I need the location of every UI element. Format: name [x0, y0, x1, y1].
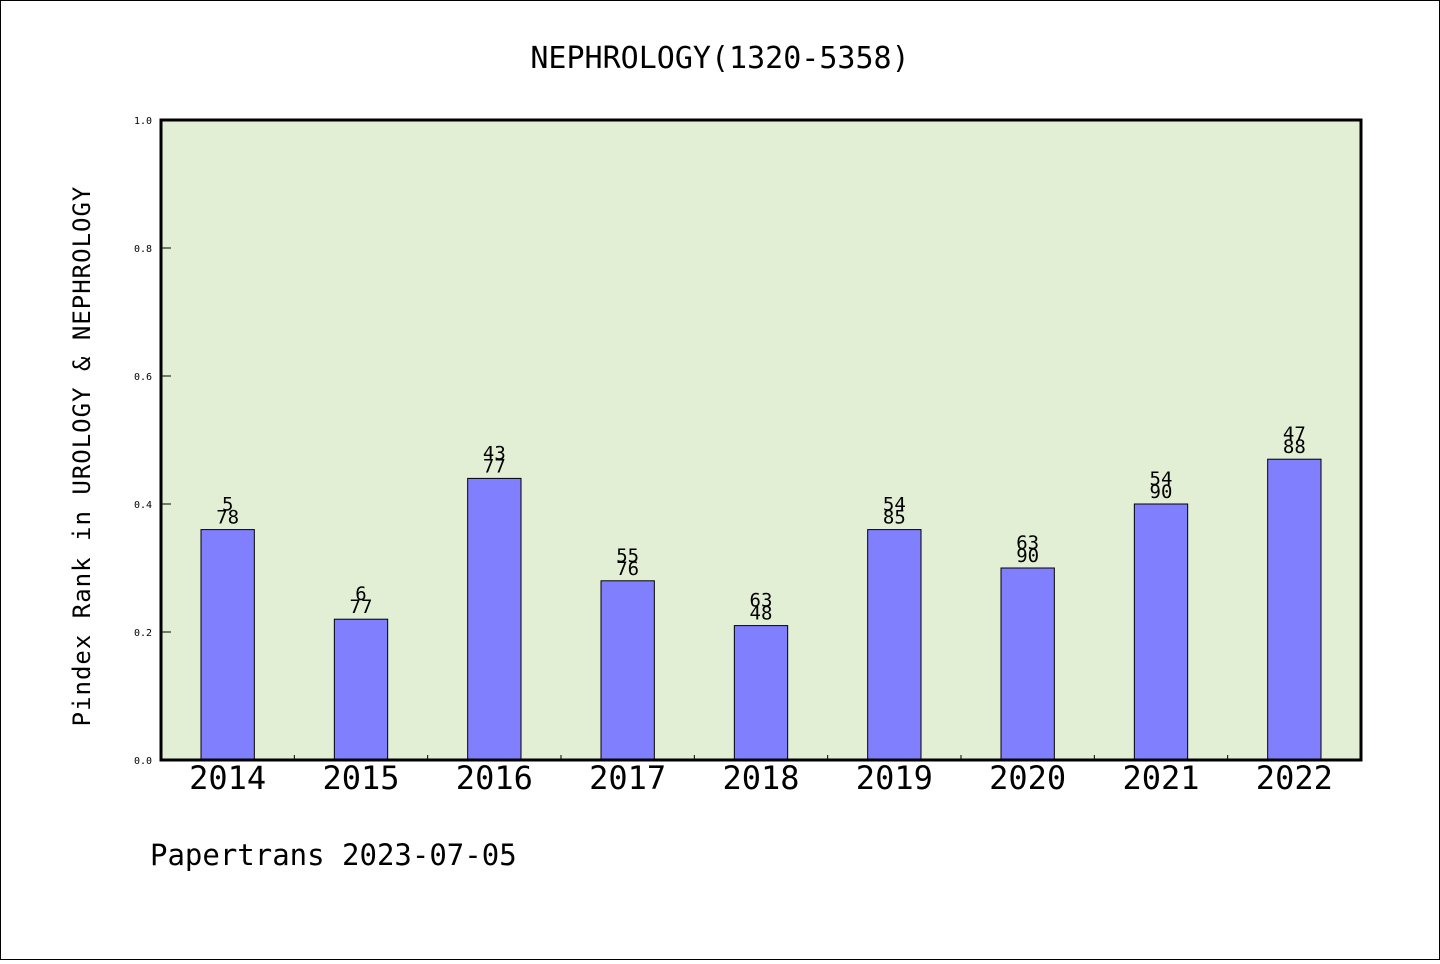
data-label-top: 43 [483, 442, 506, 464]
x-tick-label: 2017 [589, 759, 666, 797]
data-label-top: 5 [222, 494, 233, 516]
bar-2016 [467, 477, 522, 761]
y-tick-label: 0.2 [134, 628, 152, 639]
ticks-layer: 0.0 0.2 0.4 0.6 0.8 1.0 [134, 116, 1229, 767]
bars-layer [200, 458, 1322, 761]
data-label-bottom: 76 [616, 558, 639, 580]
data-label-top: 6 [355, 583, 366, 605]
x-tick-label: 2021 [1122, 759, 1199, 797]
bar-2019 [867, 529, 922, 761]
bar-2015 [333, 618, 389, 761]
data-label-top: 63 [1016, 532, 1039, 554]
footer-note: Papertrans 2023-07-05 [150, 838, 517, 872]
y-tick-label: 0.8 [134, 244, 152, 255]
data-label-bottom: 88 [1283, 436, 1306, 458]
x-tick-label: 2019 [856, 759, 933, 797]
x-tick-label: 2014 [189, 759, 266, 797]
bar-2020 [1000, 567, 1055, 761]
data-label-top: 63 [750, 590, 773, 612]
x-tick-label: 2015 [322, 759, 399, 797]
bar-2022 [1267, 458, 1322, 761]
data-label-bottom: 78 [216, 507, 239, 529]
data-label-bottom: 85 [883, 507, 906, 529]
bar-2017 [600, 580, 655, 761]
bar-2018 [733, 625, 789, 761]
y-tick-label: 0.0 [134, 756, 152, 767]
x-tick-label: 2022 [1256, 759, 1333, 797]
y-tick-label: 0.6 [134, 372, 152, 383]
bar-2014 [200, 529, 255, 761]
data-label-top: 54 [883, 494, 906, 516]
x-tick-label: 2020 [989, 759, 1066, 797]
bar-2021 [1133, 503, 1189, 761]
y-tick-label: 0.4 [134, 500, 152, 511]
data-label-bottom: 48 [750, 603, 773, 625]
data-label-top: 54 [1150, 468, 1173, 490]
plot-border [159, 118, 1363, 762]
data-label-bottom: 77 [483, 455, 506, 477]
data-label-top: 55 [616, 545, 639, 567]
data-label-top: 47 [1283, 423, 1306, 445]
labels-layer: 7852014776201577432016765520174863201885… [189, 423, 1333, 797]
y-axis-label: Pindex Rank in UROLOGY & NEPHROLOGY [68, 186, 96, 727]
y-tick-label: 1.0 [134, 116, 152, 127]
data-label-bottom: 90 [1016, 545, 1039, 567]
data-label-bottom: 90 [1150, 481, 1173, 503]
data-label-bottom: 77 [350, 596, 373, 618]
x-tick-label: 2016 [456, 759, 533, 797]
x-tick-label: 2018 [722, 759, 799, 797]
chart-title: NEPHROLOGY(1320-5358) [530, 41, 909, 76]
